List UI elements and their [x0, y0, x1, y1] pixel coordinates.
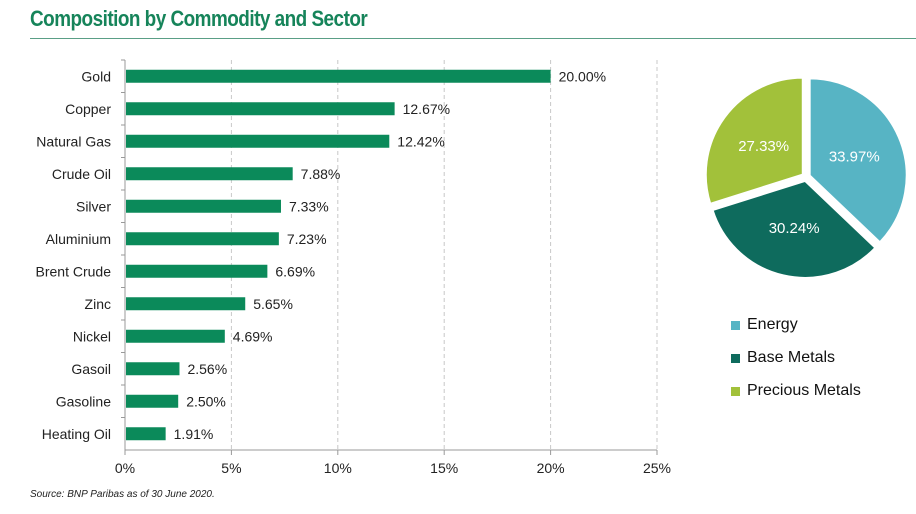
value-label-natural-gas: 12.42%	[397, 133, 444, 149]
x-tick-label-10: 10%	[324, 460, 352, 476]
legend-swatch-base-metals	[731, 354, 740, 363]
pie-legend: Energy Base Metals Precious Metals	[731, 308, 861, 407]
category-label-copper: Copper	[65, 101, 111, 117]
bar-series: 20.00% 12.67% 12.42% 7.88% 7.33% 7.23% 6.69% 5.…	[126, 68, 606, 442]
value-label-aluminium: 7.23%	[287, 231, 327, 247]
value-label-gold: 20.00%	[559, 68, 606, 84]
value-label-silver: 7.33%	[289, 198, 329, 214]
x-tick-label-25: 25%	[643, 460, 671, 476]
legend-label-precious-metals: Precious Metals	[747, 381, 861, 399]
legend-item-precious-metals: Precious Metals	[731, 374, 861, 407]
category-label-heating-oil: Heating Oil	[42, 426, 111, 442]
bar-gasoline	[126, 394, 179, 408]
category-label-natural-gas: Natural Gas	[36, 133, 111, 149]
category-label-silver: Silver	[76, 198, 111, 214]
value-label-crude-oil: 7.88%	[301, 166, 341, 182]
x-tick-label-5: 5%	[221, 460, 241, 476]
pie-label-base-metals: 30.24%	[769, 220, 820, 237]
legend-item-energy: Energy	[731, 308, 861, 341]
chart-title: Composition by Commodity and Sector	[30, 6, 368, 31]
x-tick-label-0: 0%	[115, 460, 135, 476]
bar-gold	[126, 69, 551, 83]
pie-slice-energy	[808, 77, 908, 244]
title-divider	[30, 38, 916, 39]
value-label-nickel: 4.69%	[233, 328, 273, 344]
pie-label-energy: 33.97%	[829, 148, 880, 165]
category-label-aluminium: Aluminium	[46, 231, 111, 247]
bar-nickel	[126, 329, 225, 343]
category-label-gasoil: Gasoil	[71, 361, 111, 377]
bar-crude-oil	[126, 167, 293, 181]
legend-swatch-energy	[731, 321, 740, 330]
pie-label-precious-metals: 27.33%	[738, 138, 789, 155]
category-label-gold: Gold	[81, 68, 111, 84]
pie-chart: 33.97% 30.24% 27.33%	[704, 76, 908, 279]
axes: 0% 5% 10% 15% 20% 25% Gold Copper Natural Gas Cru…	[36, 59, 671, 476]
bar-brent-crude	[126, 264, 268, 278]
category-label-crude-oil: Crude Oil	[52, 166, 111, 182]
bar-silver	[126, 199, 281, 213]
category-label-brent-crude: Brent Crude	[36, 263, 112, 279]
gridlines	[230, 60, 658, 450]
legend-item-base-metals: Base Metals	[731, 341, 861, 374]
legend-swatch-precious-metals	[731, 387, 740, 396]
bar-gasoil	[126, 362, 180, 376]
pie-slice-base-metals	[711, 179, 877, 279]
bar-heating-oil	[126, 427, 166, 441]
value-label-brent-crude: 6.69%	[275, 263, 315, 279]
bar-copper	[126, 102, 395, 116]
bar-natural-gas	[126, 134, 390, 148]
pie-slice-precious-metals	[704, 76, 804, 206]
legend-label-base-metals: Base Metals	[747, 348, 836, 366]
legend-label-energy: Energy	[747, 315, 798, 333]
value-label-gasoline: 2.50%	[186, 393, 226, 409]
x-tick-label-20: 20%	[537, 460, 565, 476]
x-tick-label-15: 15%	[430, 460, 458, 476]
value-label-copper: 12.67%	[403, 101, 450, 117]
value-label-gasoil: 2.56%	[187, 361, 227, 377]
value-label-heating-oil: 1.91%	[174, 426, 214, 442]
category-label-nickel: Nickel	[73, 328, 111, 344]
bar-aluminium	[126, 232, 279, 246]
category-label-gasoline: Gasoline	[56, 393, 111, 409]
value-label-zinc: 5.65%	[253, 296, 293, 312]
bar-zinc	[126, 297, 246, 311]
source-note: Source: BNP Paribas as of 30 June 2020.	[30, 489, 215, 500]
category-label-zinc: Zinc	[85, 296, 111, 312]
